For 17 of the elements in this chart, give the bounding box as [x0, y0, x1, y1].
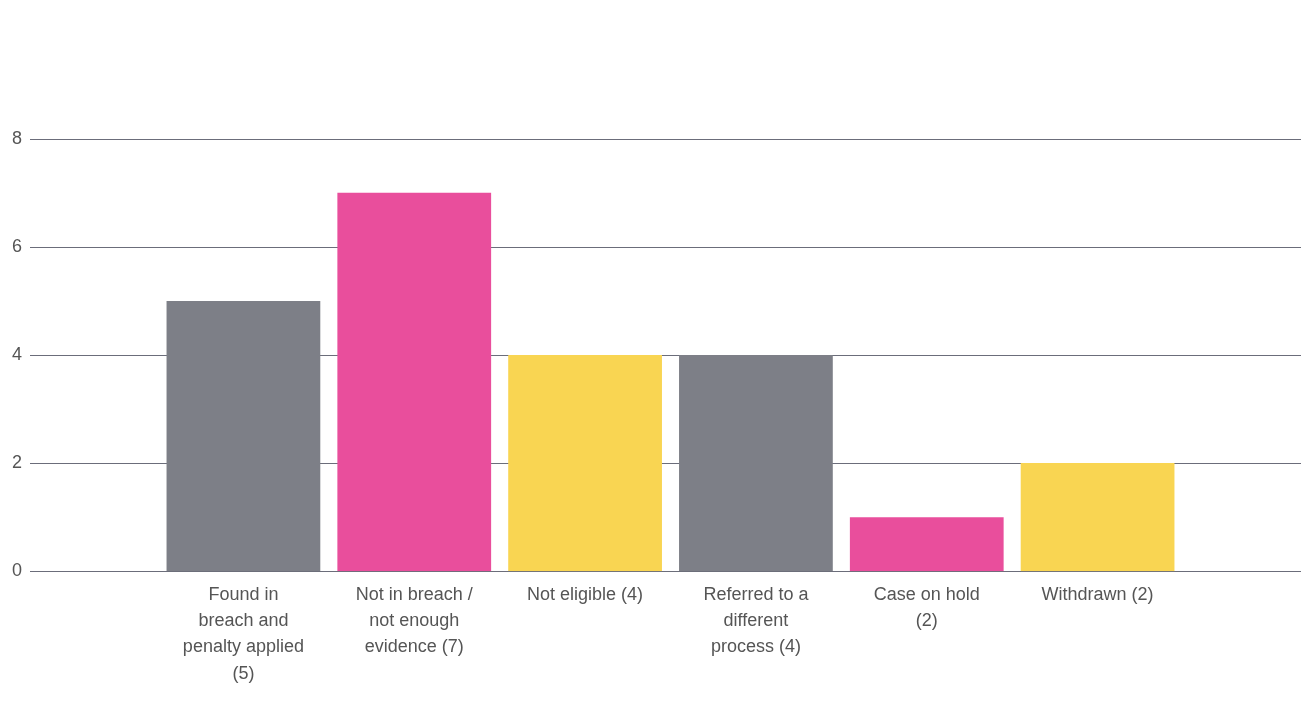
bar [679, 355, 833, 572]
x-tick-label: Withdrawn (2) [1041, 584, 1154, 605]
y-tick-label: 8 [11, 127, 22, 148]
bar [1020, 463, 1175, 572]
y-tick-label: 6 [11, 235, 22, 256]
x-tick-label: Not eligible (4) [527, 584, 644, 605]
x-tick-label: Not in breach / not enough evidence (7) [355, 584, 473, 657]
bar [508, 355, 662, 572]
x-tick-label: Case on hold (2) [873, 584, 980, 631]
bar [337, 192, 492, 572]
y-tick-label: 4 [11, 343, 22, 364]
bar [166, 300, 321, 572]
x-tick-label: Found in breach and penalty applied (5) [182, 584, 304, 683]
x-tick-label: Referred to a different process (4) [703, 584, 810, 657]
y-tick-label: 2 [11, 452, 22, 473]
bar [849, 517, 1004, 572]
y-tick-label: 0 [11, 560, 22, 581]
